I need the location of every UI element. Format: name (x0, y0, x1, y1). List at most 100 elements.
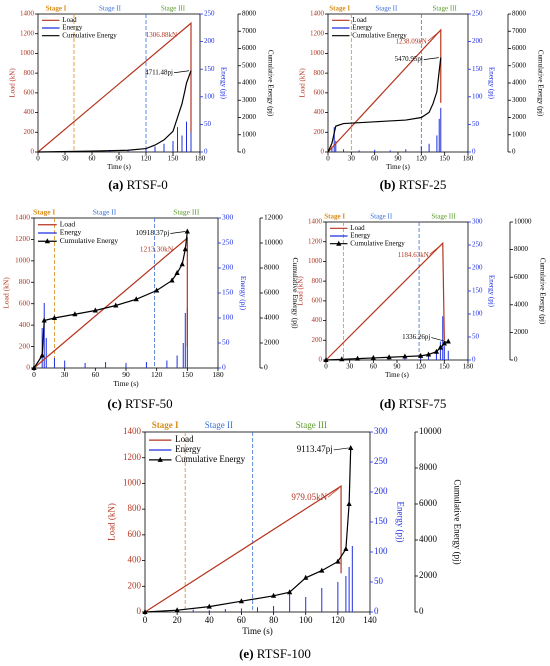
x-tick-label: 120 (141, 155, 152, 163)
x-tick-label: 60 (92, 370, 100, 379)
y-tick-label: 1400 (15, 213, 30, 222)
legend-label: Energy (60, 228, 82, 237)
y3-tick-label: 7000 (512, 27, 527, 35)
y2-tick-label: 150 (374, 516, 388, 526)
y2-tick-label: 150 (472, 65, 483, 73)
cumulative-marker (206, 603, 212, 609)
x-tick-label: 150 (439, 155, 450, 163)
y-tick-label: 1200 (308, 237, 323, 245)
y3-tick-label: 6000 (242, 44, 257, 52)
stage-label: Stage II (375, 5, 398, 13)
load-line (37, 21, 192, 153)
cumulative-marker (154, 287, 160, 293)
stage-label: Stage III (431, 213, 456, 221)
stage-label: Stage II (99, 5, 122, 13)
y3-axis-label: Cumulative Energy (pj) (537, 50, 545, 117)
caption-title: RTSF-75 (399, 396, 447, 411)
y-tick-label: 400 (128, 555, 142, 565)
y2-tick-label: 300 (472, 218, 483, 226)
cumulative-marker (323, 357, 329, 362)
y3-tick-label: 8000 (264, 263, 279, 272)
y3-tick-label: 0 (512, 148, 516, 156)
peak-label: 1213.30kN (140, 245, 174, 254)
y2-tick-label: 0 (204, 148, 208, 156)
y3-tick-label: 2000 (264, 338, 279, 347)
stage-label: Stage III (296, 420, 327, 430)
y3-tick-label: 8000 (512, 10, 527, 18)
caption: (d) RTSF-75 (380, 396, 447, 411)
caption-label: (b) (380, 177, 396, 192)
legend-label: Energy (175, 444, 201, 454)
y2-tick-label: 100 (472, 92, 483, 100)
y-axis-label: Load (kN) (107, 503, 117, 541)
y-tick-label: 400 (19, 320, 31, 329)
y-tick-label: 1000 (15, 256, 30, 265)
x-tick-label: 30 (348, 155, 356, 163)
y3-tick-label: 12000 (264, 213, 283, 222)
cumulative-marker (386, 354, 392, 360)
peak-arrow (174, 239, 186, 250)
cumulative-label: 10918.37pj (135, 228, 169, 237)
y3-tick-label: 2000 (419, 570, 438, 580)
y2-tick-label: 200 (472, 37, 483, 45)
y3-tick-label: 8000 (514, 245, 529, 253)
y3-tick-label: 10000 (264, 238, 283, 247)
y-tick-label: 200 (24, 128, 35, 136)
peak-arrow (427, 31, 439, 42)
stage-label: Stage I (46, 5, 67, 13)
y2-tick-label: 250 (472, 10, 483, 18)
cumulative-marker (319, 567, 325, 573)
y3-tick-label: 1000 (242, 130, 257, 138)
y3-tick-label: 5000 (242, 61, 257, 69)
caption: (b) RTSF-25 (380, 177, 447, 192)
cumulative-marker (133, 296, 139, 302)
x-tick-label: 90 (116, 155, 124, 163)
y-tick-label: 200 (312, 336, 323, 344)
y3-tick-label: 0 (264, 363, 268, 372)
y2-tick-label: 50 (374, 576, 384, 586)
caption-title: RTSF-50 (125, 396, 173, 411)
y3-tick-label: 8000 (419, 462, 438, 472)
y-tick-label: 800 (314, 69, 325, 77)
legend-label: Load (352, 16, 367, 24)
y3-axis-label: Cumulative Energy (pj) (267, 50, 275, 117)
y3-tick-label: 6000 (514, 273, 529, 281)
cumulative-arrow (173, 70, 190, 74)
legend-label: Cumulative Energy (352, 31, 407, 39)
y3-tick-label: 6000 (419, 498, 438, 508)
y3-tick-label: 3000 (242, 96, 257, 104)
legend-marker (44, 238, 50, 244)
y2-tick-label: 150 (472, 287, 483, 295)
x-tick-label: 40 (205, 615, 215, 625)
peak-label: 979.05kN (291, 492, 327, 502)
y2-tick-label: 0 (222, 363, 226, 372)
x-tick-label: 150 (439, 363, 450, 371)
y3-tick-label: 3000 (512, 96, 527, 104)
legend-label: Load (60, 219, 76, 228)
y3-tick-label: 2000 (512, 113, 527, 121)
cumulative-line (325, 341, 449, 361)
y-tick-label: 1400 (123, 426, 142, 436)
cumulative-marker (72, 311, 78, 317)
x-tick-label: 60 (237, 615, 247, 625)
y3-axis-label: Cumulative Energy (pj) (452, 479, 462, 564)
caption: (c) RTSF-50 (107, 396, 172, 411)
legend-label: Load (175, 434, 194, 444)
cumulative-marker (425, 351, 432, 357)
y2-tick-label: 100 (204, 92, 215, 100)
cumulative-marker (174, 270, 180, 275)
y3-tick-label: 4000 (512, 79, 527, 87)
caption-title: RTSF-0 (127, 177, 168, 192)
x-tick-label: 0 (324, 363, 328, 371)
legend-label: Energy (352, 24, 373, 32)
x-tick-label: 20 (173, 615, 183, 625)
load-line (325, 241, 445, 361)
cumulative-marker (31, 365, 37, 370)
cumulative-marker (335, 558, 341, 564)
y3-tick-label: 6000 (264, 288, 279, 297)
y-axis-label: Load (kN) (8, 68, 16, 98)
caption-label: (a) (108, 177, 123, 192)
cumulative-arrow (170, 231, 186, 234)
x-tick-label: 90 (394, 363, 402, 371)
x-tick-label: 60 (371, 155, 379, 163)
